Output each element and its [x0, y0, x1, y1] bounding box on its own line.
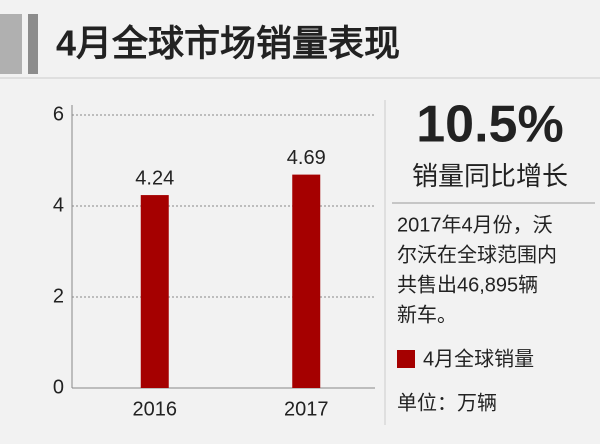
x-tick-label: 2016	[133, 398, 178, 420]
note-line: 共售出46,895辆	[397, 273, 538, 296]
y-tick-label: 2	[53, 285, 64, 307]
title-block	[0, 14, 22, 74]
title-block	[28, 14, 38, 74]
headline-caption: 销量同比增长	[412, 161, 568, 191]
note-line: 尔沃在全球范围内	[397, 243, 557, 266]
y-tick-label: 0	[53, 376, 64, 398]
y-tick-label: 4	[53, 194, 64, 216]
x-tick-label: 2017	[284, 398, 329, 420]
unit-label: 单位：万辆	[397, 391, 497, 414]
note-line: 2017年4月份，沃	[397, 213, 553, 236]
bar	[292, 174, 321, 388]
value-label: 4.24	[135, 167, 174, 189]
headline: 10.5%	[416, 96, 563, 154]
legend-swatch	[397, 350, 415, 368]
value-label: 4.69	[287, 147, 326, 169]
chart-title: 4月全球市场销量表现	[56, 23, 400, 64]
legend-label: 4月全球销量	[423, 347, 534, 370]
y-tick-label: 6	[53, 103, 64, 125]
note-line: 新车。	[397, 303, 457, 326]
bar	[140, 195, 169, 388]
